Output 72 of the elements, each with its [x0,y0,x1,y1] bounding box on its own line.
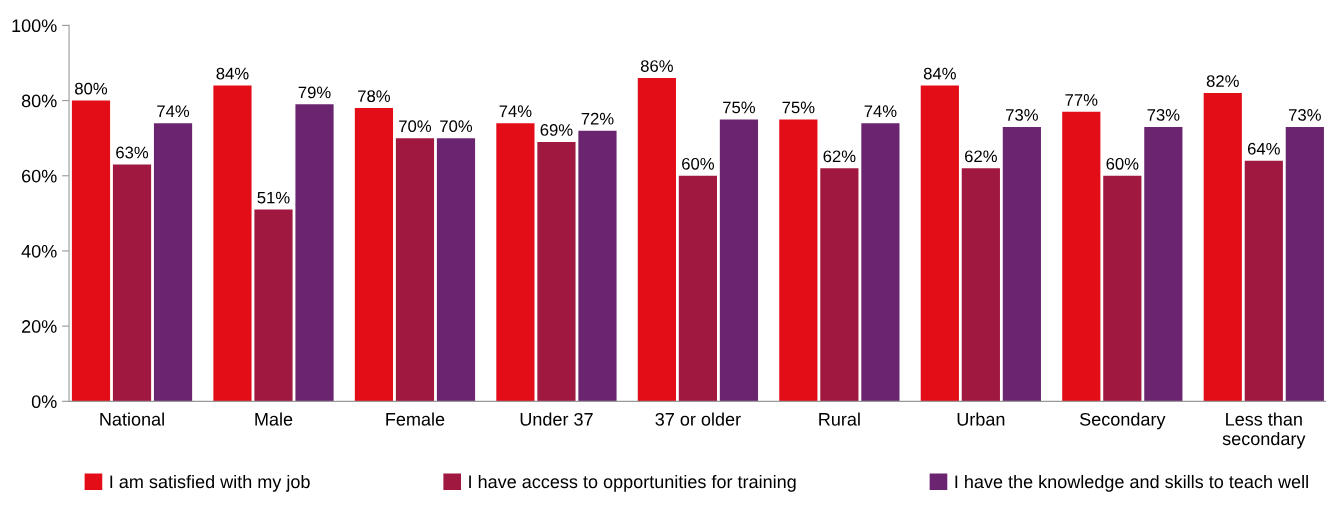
data-label: 72% [581,112,614,125]
bar [578,130,617,402]
data-label: 80% [75,82,108,95]
data-label: 51% [257,191,290,204]
legend-label: I have access to opportunities for training [469,474,796,492]
x-tick-label: Urban [957,412,1005,426]
bar [254,209,293,402]
data-label: 70% [440,120,473,133]
y-tick-label: 0% [31,395,57,409]
data-label: 63% [116,146,149,159]
bar [537,141,576,402]
bar [112,164,152,402]
legend-label: I am satisfied with my job [110,474,310,492]
data-label: 60% [1106,157,1139,170]
bar [961,168,1000,402]
x-tick-label: Under 37 [520,412,593,426]
y-tick-label: 40% [21,244,57,258]
bar [153,123,193,402]
legend-label: I have the knowledge and skills to teach well [955,474,1308,492]
data-label: 73% [1006,109,1038,121]
bar [1062,111,1101,402]
bar [779,119,818,402]
data-label: 64% [1247,142,1280,155]
bar [637,78,676,402]
bar [1203,93,1242,402]
x-tick-label: Female [386,412,445,426]
data-label: 73% [1147,109,1180,121]
y-tick-label: 60% [22,169,57,183]
bar [719,119,759,402]
data-label: 84% [216,67,249,80]
bar [496,123,535,402]
data-label: 74% [499,105,532,117]
bar [920,85,959,402]
y-tick-label: 100% [12,19,57,33]
x-tick-label: National [100,412,164,426]
bar [354,108,394,402]
bar [678,175,718,402]
bar [820,168,859,402]
data-label: 62% [823,150,856,163]
data-label: 79% [298,86,331,99]
bar [1002,126,1041,402]
data-label: 75% [782,101,815,114]
x-tick-label: Rural [819,412,860,426]
x-tick-label: Secondary [1079,412,1166,430]
x-tick-label: 37 or older [655,412,741,426]
data-label: 74% [864,105,897,117]
data-label: 62% [965,150,997,163]
data-label: 82% [1206,75,1239,87]
bar [213,85,252,402]
x-tick-label: Less than secondary [1222,412,1306,449]
data-label: 77% [1065,94,1098,106]
y-tick-label: 80% [21,94,57,108]
bar [295,104,334,402]
x-tick-label: Male [255,412,293,426]
bar [861,123,900,402]
data-label: 75% [723,101,756,114]
data-label: 73% [1289,109,1321,121]
bar [1244,160,1283,402]
bar [1144,126,1183,402]
data-label: 86% [640,60,673,72]
data-label: 78% [358,90,391,103]
bar [1285,126,1324,402]
data-label: 69% [540,124,573,136]
bar [71,100,111,402]
data-label: 60% [682,157,714,170]
data-label: 84% [923,67,956,80]
bar [395,138,435,402]
bar [1103,175,1142,402]
data-label: 70% [399,120,432,133]
data-label: 74% [157,105,190,117]
y-tick-label: 20% [22,320,57,333]
bar [436,138,476,402]
